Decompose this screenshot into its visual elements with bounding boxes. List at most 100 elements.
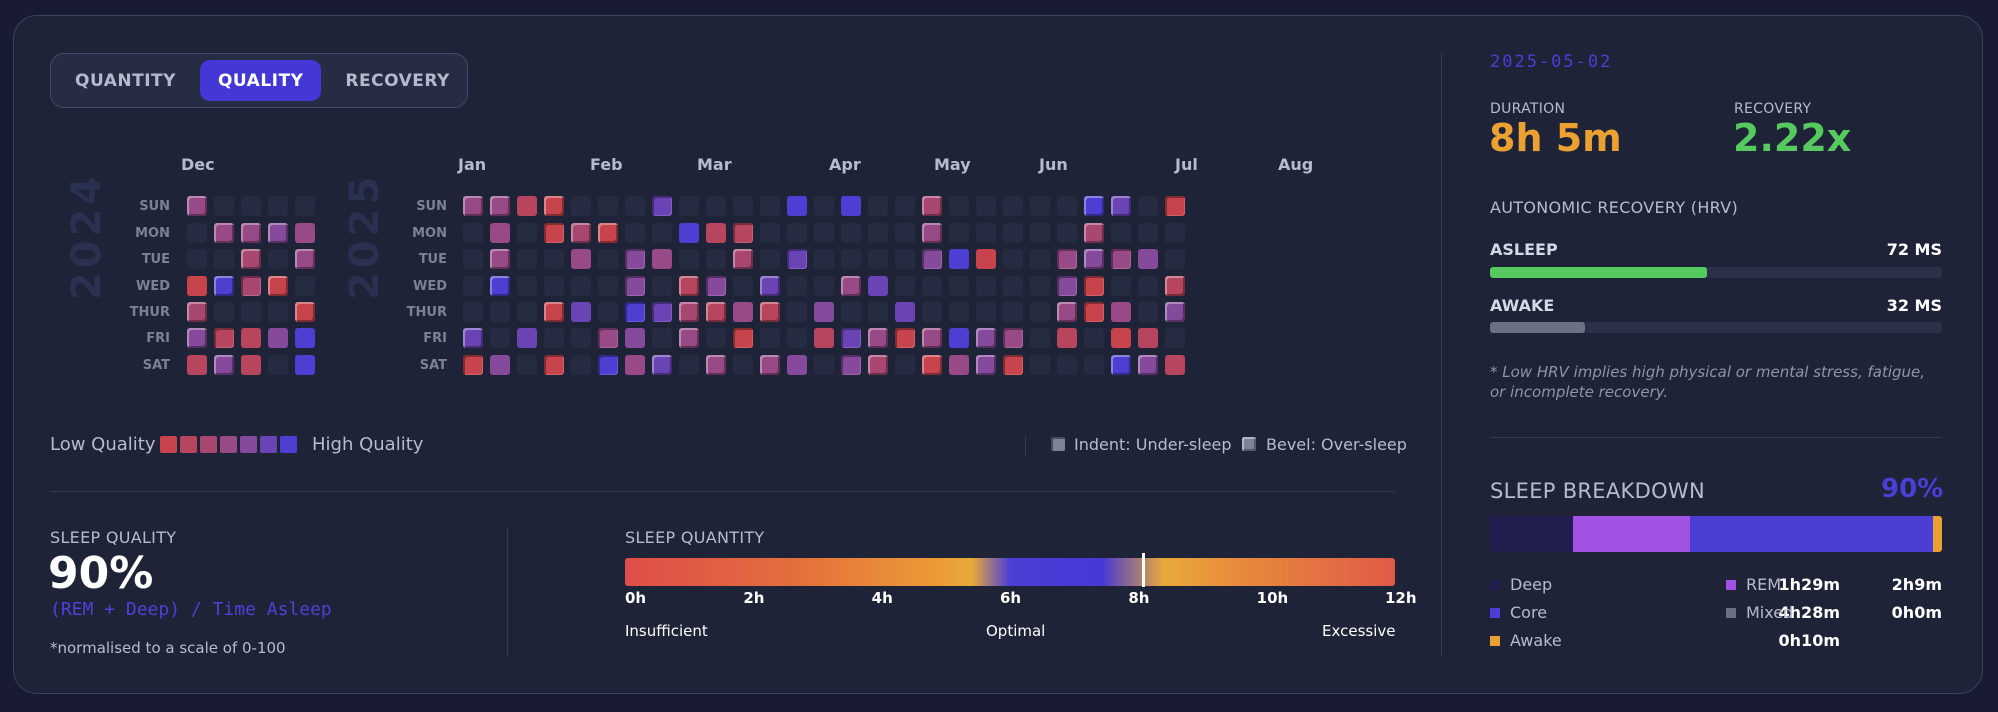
day-cell[interactable]: [1030, 223, 1050, 243]
day-cell[interactable]: [214, 328, 234, 348]
day-cell[interactable]: [268, 355, 288, 375]
day-cell[interactable]: [490, 196, 510, 216]
day-cell[interactable]: [787, 223, 807, 243]
day-cell[interactable]: [976, 355, 996, 375]
day-cell[interactable]: [1084, 223, 1104, 243]
day-cell[interactable]: [733, 249, 753, 269]
day-cell[interactable]: [490, 276, 510, 296]
day-cell[interactable]: [679, 355, 699, 375]
tab-quantity[interactable]: QUANTITY: [75, 70, 176, 91]
day-cell[interactable]: [268, 276, 288, 296]
day-cell[interactable]: [895, 355, 915, 375]
day-cell[interactable]: [490, 355, 510, 375]
day-cell[interactable]: [1138, 249, 1158, 269]
day-cell[interactable]: [652, 355, 672, 375]
day-cell[interactable]: [949, 223, 969, 243]
day-cell[interactable]: [625, 249, 645, 269]
day-cell[interactable]: [679, 249, 699, 269]
day-cell[interactable]: [868, 328, 888, 348]
day-cell[interactable]: [814, 196, 834, 216]
day-cell[interactable]: [706, 328, 726, 348]
day-cell[interactable]: [214, 355, 234, 375]
day-cell[interactable]: [241, 276, 261, 296]
day-cell[interactable]: [760, 196, 780, 216]
day-cell[interactable]: [1030, 249, 1050, 269]
day-cell[interactable]: [517, 249, 537, 269]
day-cell[interactable]: [625, 302, 645, 322]
day-cell[interactable]: [841, 355, 861, 375]
day-cell[interactable]: [787, 276, 807, 296]
day-cell[interactable]: [733, 328, 753, 348]
day-cell[interactable]: [868, 355, 888, 375]
day-cell[interactable]: [1003, 223, 1023, 243]
day-cell[interactable]: [571, 249, 591, 269]
day-cell[interactable]: [1111, 302, 1131, 322]
day-cell[interactable]: [1138, 355, 1158, 375]
day-cell[interactable]: [295, 276, 315, 296]
day-cell[interactable]: [1165, 196, 1185, 216]
day-cell[interactable]: [895, 276, 915, 296]
day-cell[interactable]: [625, 355, 645, 375]
day-cell[interactable]: [571, 276, 591, 296]
day-cell[interactable]: [625, 276, 645, 296]
day-cell[interactable]: [544, 249, 564, 269]
day-cell[interactable]: [241, 223, 261, 243]
day-cell[interactable]: [652, 249, 672, 269]
day-cell[interactable]: [187, 302, 207, 322]
day-cell[interactable]: [760, 276, 780, 296]
day-cell[interactable]: [241, 355, 261, 375]
day-cell[interactable]: [922, 223, 942, 243]
day-cell[interactable]: [787, 355, 807, 375]
day-cell[interactable]: [598, 328, 618, 348]
day-cell[interactable]: [241, 196, 261, 216]
day-cell[interactable]: [976, 223, 996, 243]
day-cell[interactable]: [295, 196, 315, 216]
day-cell[interactable]: [187, 276, 207, 296]
day-cell[interactable]: [1165, 276, 1185, 296]
day-cell[interactable]: [733, 355, 753, 375]
day-cell[interactable]: [241, 302, 261, 322]
day-cell[interactable]: [1030, 302, 1050, 322]
day-cell[interactable]: [1003, 249, 1023, 269]
day-cell[interactable]: [268, 302, 288, 322]
day-cell[interactable]: [868, 249, 888, 269]
day-cell[interactable]: [841, 196, 861, 216]
day-cell[interactable]: [1003, 328, 1023, 348]
day-cell[interactable]: [1138, 223, 1158, 243]
day-cell[interactable]: [544, 328, 564, 348]
day-cell[interactable]: [949, 249, 969, 269]
day-cell[interactable]: [706, 276, 726, 296]
day-cell[interactable]: [1138, 328, 1158, 348]
day-cell[interactable]: [187, 196, 207, 216]
day-cell[interactable]: [841, 328, 861, 348]
day-cell[interactable]: [922, 355, 942, 375]
day-cell[interactable]: [1084, 249, 1104, 269]
day-cell[interactable]: [814, 328, 834, 348]
day-cell[interactable]: [922, 302, 942, 322]
day-cell[interactable]: [841, 249, 861, 269]
day-cell[interactable]: [841, 302, 861, 322]
day-cell[interactable]: [490, 328, 510, 348]
day-cell[interactable]: [1138, 196, 1158, 216]
day-cell[interactable]: [841, 276, 861, 296]
day-cell[interactable]: [1057, 355, 1077, 375]
day-cell[interactable]: [1165, 223, 1185, 243]
day-cell[interactable]: [1084, 276, 1104, 296]
day-cell[interactable]: [463, 355, 483, 375]
day-cell[interactable]: [187, 223, 207, 243]
day-cell[interactable]: [268, 249, 288, 269]
day-cell[interactable]: [625, 223, 645, 243]
day-cell[interactable]: [1111, 196, 1131, 216]
day-cell[interactable]: [787, 302, 807, 322]
day-cell[interactable]: [949, 355, 969, 375]
day-cell[interactable]: [1057, 276, 1077, 296]
day-cell[interactable]: [625, 328, 645, 348]
day-cell[interactable]: [187, 249, 207, 269]
day-cell[interactable]: [517, 302, 537, 322]
day-cell[interactable]: [187, 328, 207, 348]
day-cell[interactable]: [187, 355, 207, 375]
day-cell[interactable]: [976, 196, 996, 216]
day-cell[interactable]: [679, 328, 699, 348]
day-cell[interactable]: [1138, 276, 1158, 296]
day-cell[interactable]: [652, 223, 672, 243]
